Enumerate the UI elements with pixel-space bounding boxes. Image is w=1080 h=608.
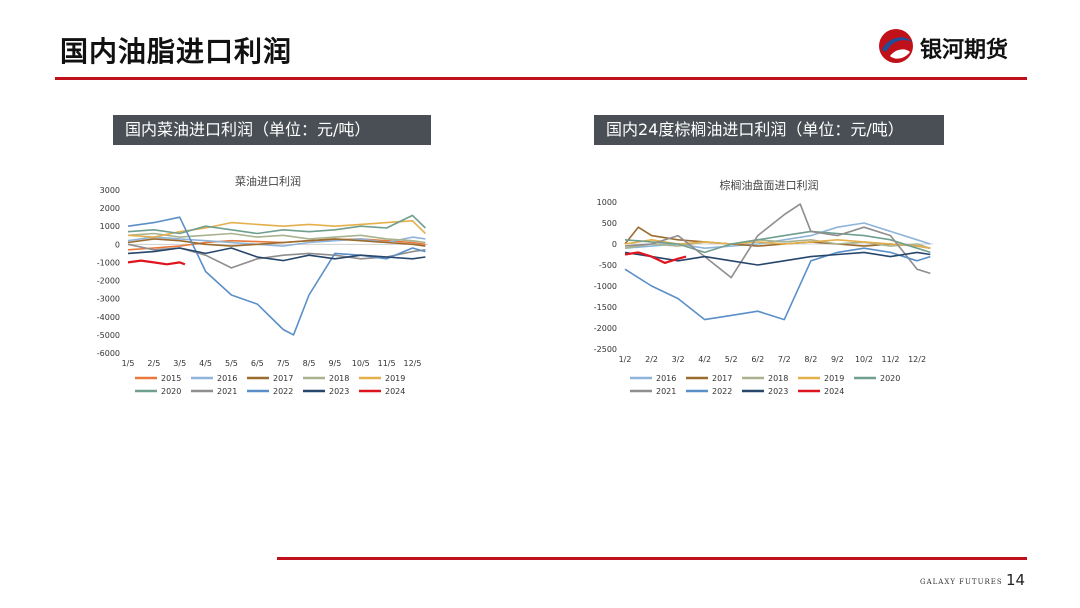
y-tick-label: -1500: [594, 303, 617, 312]
legend-label-2022: 2022: [712, 387, 732, 396]
x-tick-label: 12/5: [403, 359, 421, 368]
legend-label-2024: 2024: [385, 387, 405, 396]
y-tick-label: 0: [612, 240, 617, 249]
legend-label-2016: 2016: [217, 374, 237, 383]
y-tick-label: 500: [602, 219, 617, 228]
legend-label-2021: 2021: [656, 387, 676, 396]
x-tick-label: 1/5: [122, 359, 135, 368]
x-tick-label: 5/2: [725, 355, 738, 364]
x-tick-label: 11/5: [378, 359, 396, 368]
legend-label-2020: 2020: [880, 374, 900, 383]
panel-heading-palm: 国内24度棕榈油进口利润（单位：元/吨）: [594, 115, 944, 145]
y-tick-label: 0: [115, 240, 120, 249]
y-tick-label: 3000: [100, 186, 120, 195]
x-tick-label: 7/2: [778, 355, 791, 364]
legend-label-2017: 2017: [712, 374, 732, 383]
footer-brand: GALAXY FUTURES: [920, 578, 1003, 586]
legend-label-2015: 2015: [161, 374, 181, 383]
page-number: 14: [1006, 571, 1026, 589]
x-tick-label: 12/2: [908, 355, 926, 364]
y-tick-label: 1000: [100, 222, 120, 231]
x-tick-label: 6/5: [251, 359, 264, 368]
legend-label-2020: 2020: [161, 387, 181, 396]
footer-divider: [277, 557, 1027, 560]
legend-label-2016: 2016: [656, 374, 676, 383]
legend-label-2023: 2023: [768, 387, 788, 396]
series-line-2020: [127, 214, 426, 235]
x-tick-label: 4/2: [698, 355, 711, 364]
x-tick-label: 9/5: [328, 359, 341, 368]
y-tick-label: -6000: [97, 349, 120, 358]
series-line-2018: [624, 239, 931, 249]
x-tick-label: 2/2: [645, 355, 658, 364]
y-tick-label: -2500: [594, 345, 617, 354]
y-tick-label: 1000: [597, 198, 617, 207]
legend-label-2018: 2018: [329, 374, 349, 383]
brand-logo: [879, 29, 913, 63]
legend-label-2017: 2017: [273, 374, 293, 383]
y-tick-label: -500: [599, 261, 617, 270]
series-line-2022: [127, 216, 426, 336]
legend-label-2024: 2024: [824, 387, 844, 396]
series-line-2019: [127, 219, 426, 238]
series-line-2020: [624, 230, 931, 254]
x-tick-label: 10/2: [855, 355, 873, 364]
legend-label-2019: 2019: [385, 374, 405, 383]
legend-label-2022: 2022: [273, 387, 293, 396]
x-tick-label: 9/2: [831, 355, 844, 364]
y-tick-label: -4000: [97, 313, 120, 322]
series-line-2023: [624, 251, 931, 266]
legend-label-2023: 2023: [329, 387, 349, 396]
legend-label-2019: 2019: [824, 374, 844, 383]
page-title: 国内油脂进口利润: [60, 35, 293, 68]
series-line-2021: [624, 203, 931, 279]
y-tick-label: -3000: [97, 295, 120, 304]
chart-rapeseed-import-profit: 菜油进口利润 3000 2000 1000 0 -1000 -2000 -3000 -4000 -…: [97, 175, 428, 396]
y-tick-label: 2000: [100, 204, 120, 213]
x-tick-label: 8/2: [804, 355, 817, 364]
series-line-2022: [624, 247, 931, 321]
x-tick-label: 7/5: [277, 359, 290, 368]
x-tick-label: 3/2: [672, 355, 685, 364]
x-tick-label: 2/5: [147, 359, 160, 368]
legend-label-2018: 2018: [768, 374, 788, 383]
galaxy-logo-icon: [879, 29, 913, 63]
chart-palm-import-profit: 棕榈油盘面进口利润 1000 500 0 -500 -1000 -1500 -2000 -250…: [594, 178, 933, 396]
panel-heading-rapeseed: 国内菜油进口利润（单位：元/吨）: [113, 115, 431, 145]
series-line-2024: [624, 251, 687, 265]
x-tick-label: 8/5: [303, 359, 316, 368]
x-tick-label: 11/2: [882, 355, 900, 364]
y-tick-label: -1000: [97, 258, 120, 267]
y-tick-label: -5000: [97, 331, 120, 340]
series-line-2017: [127, 238, 426, 247]
x-tick-label: 6/2: [751, 355, 764, 364]
x-tick-label: 10/5: [352, 359, 370, 368]
series-line-2018: [127, 232, 426, 244]
x-tick-label: 5/5: [225, 359, 238, 368]
chart-title: 菜油进口利润: [235, 175, 301, 188]
chart-title: 棕榈油盘面进口利润: [720, 178, 819, 192]
brand-name: 银河期货: [920, 38, 1009, 63]
series-line-2024: [127, 259, 186, 266]
x-tick-label: 4/5: [199, 359, 212, 368]
y-tick-label: -2000: [97, 277, 120, 286]
series-line-2023: [127, 247, 426, 262]
header-divider: [55, 77, 1027, 80]
y-tick-label: -2000: [594, 324, 617, 333]
legend-label-2021: 2021: [217, 387, 237, 396]
x-tick-label: 3/5: [173, 359, 186, 368]
x-tick-label: 1/2: [619, 355, 632, 364]
y-tick-label: -1000: [594, 282, 617, 291]
